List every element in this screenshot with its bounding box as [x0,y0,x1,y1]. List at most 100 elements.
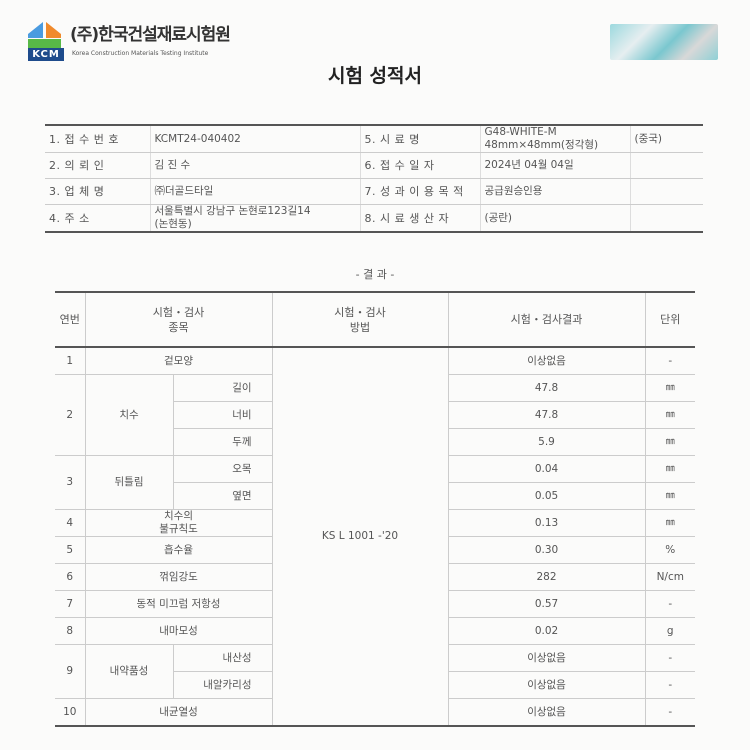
info-label: 4. 주 소 [45,204,151,233]
document-title: 시험 성적서 [327,65,422,87]
info-label: 5. 시 료 명 [360,125,481,153]
info-label: 1. 접 수 번 호 [45,125,151,153]
info-row: 4. 주 소 서울특별시 강남구 논현로123길14 (논현동) 8. 시 료 생 … [45,204,703,233]
test-item: 치수 [84,374,174,456]
header-unit: 단위 [644,291,696,348]
test-unit: N/cm [644,563,696,591]
info-table: 1. 접 수 번 호 KCMT24-040402 5. 시 료 명 G48-WHITE… [45,124,703,233]
row-number: 3 [55,455,86,510]
header-method: 시험・검사 방법 [271,291,449,348]
result-row: 6 꺾임강도 282 N/cm [55,563,696,591]
test-unit: % [644,536,696,564]
org-name-en: Korea Construction Materials Testing Ins… [72,50,209,57]
info-value: 공급원승인용 [480,178,631,205]
test-result: 이상없음 [447,698,646,727]
row-number: 6 [55,563,86,591]
result-row: 9 내약품성 내산성 이상없음 - [55,644,696,699]
test-unit: ㎜ [644,401,696,429]
info-label: 7. 성 과 이 용 목 적 [360,178,481,205]
test-result: 0.05 [447,482,646,510]
section-title: - 결 과 - [355,268,395,281]
test-item: 꺾임강도 [84,563,273,591]
test-unit: - [644,590,696,618]
test-result: 0.57 [447,590,646,618]
test-subitem: 너비 [173,401,273,429]
test-unit: ㎜ [644,482,696,510]
test-result: 47.8 [447,401,646,429]
test-result: 0.02 [447,617,646,645]
row-number: 4 [55,509,86,537]
test-result: 0.04 [447,455,646,483]
test-item: 동적 미끄럼 저항성 [84,590,273,618]
test-item: 흡수율 [84,536,273,564]
info-label: 2. 의 뢰 인 [45,152,151,179]
test-subitem: 길이 [172,374,273,402]
row-number: 5 [55,536,86,564]
info-label: 8. 시 료 생 산 자 [360,204,481,233]
result-row: 3 뒤틀림 오목 0.04 ㎜ [55,455,696,510]
test-unit: - [644,644,696,672]
test-method: KS L 1001 -'20 [271,346,449,727]
test-subitem: 옆면 [173,482,273,510]
row-number: 2 [55,374,86,456]
results-table: 연번 시험・검사 종목 시험・검사 방법 시험・검사결과 단위 1 겉모양 KS L… [55,291,696,727]
hologram-seal [610,24,718,60]
result-row: 7 동적 미끄럼 저항성 0.57- [55,590,696,618]
result-row: 내알카리성 이상없음 - [55,671,696,699]
test-result: 0.13 [447,509,646,537]
row-number: 9 [55,644,86,699]
test-subitem: 내알카리성 [173,671,273,699]
info-value: G48-WHITE-M 48mm×48mm(정각형) [480,125,631,153]
test-item: 내약품성 [84,644,174,699]
test-subitem: 두께 [173,428,273,456]
test-result: 이상없음 [447,671,646,699]
test-unit: g [644,617,696,645]
info-value: ㈜더골드타일 [150,178,361,205]
test-item: 내균열성 [84,698,273,727]
info-label: 6. 접 수 일 자 [360,152,481,179]
info-value: (공란) [480,204,631,233]
row-number: 1 [55,346,86,375]
test-unit: ㎜ [644,374,696,402]
test-unit: - [644,671,696,699]
test-result: 5.9 [447,428,646,456]
test-item: 내마모성 [84,617,273,645]
result-row: 8 내마모성 0.02 g [55,617,696,645]
info-extra [630,152,703,179]
result-row: 두께 5.9 ㎜ [55,428,696,456]
info-row: 3. 업 체 명 ㈜더골드타일 7. 성 과 이 용 목 적 공급원승인용 [45,178,703,205]
org-name: (주)한국건설재료시험원 [70,25,231,45]
row-number: 7 [55,590,86,618]
header-item: 시험・검사 종목 [84,291,273,348]
test-result: 47.8 [447,374,646,402]
test-result: 0.30 [447,536,646,564]
kcm-logo-icon [28,22,61,48]
info-extra [630,204,703,233]
logo-text: KCM [28,48,64,61]
test-unit: - [644,346,696,375]
test-item: 치수의 불규칙도 [84,509,273,537]
result-row: 1 겉모양 KS L 1001 -'20 이상없음 - [55,346,696,727]
test-item: 겉모양 [84,346,273,375]
info-value: 2024년 04월 04일 [480,152,631,179]
info-value: 김 진 수 [150,152,361,179]
test-unit: ㎜ [644,455,696,483]
test-unit: ㎜ [644,428,696,456]
result-row: 4 치수의 불규칙도 0.13 ㎜ [55,509,696,537]
header-no: 연번 [55,291,86,348]
info-extra [630,178,703,205]
info-value: KCMT24-040402 [150,125,361,153]
info-row: 1. 접 수 번 호 KCMT24-040402 5. 시 료 명 G48-WHITE… [45,125,703,153]
row-number: 8 [55,617,86,645]
test-subitem: 오목 [172,455,273,483]
test-subitem: 내산성 [172,644,273,672]
header-result: 시험・검사결과 [447,291,646,348]
info-extra: (중국) [630,125,703,153]
row-number: 10 [55,698,86,727]
test-result: 282 [447,563,646,591]
result-row: 5 흡수율 0.30% [55,536,696,564]
test-result: 이상없음 [447,644,646,672]
test-unit: ㎜ [644,509,696,537]
test-item: 뒤틀림 [84,455,174,510]
